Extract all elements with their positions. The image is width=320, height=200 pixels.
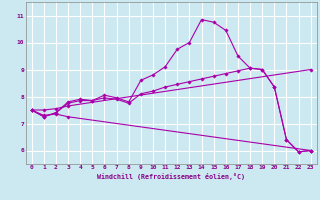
X-axis label: Windchill (Refroidissement éolien,°C): Windchill (Refroidissement éolien,°C) xyxy=(97,173,245,180)
